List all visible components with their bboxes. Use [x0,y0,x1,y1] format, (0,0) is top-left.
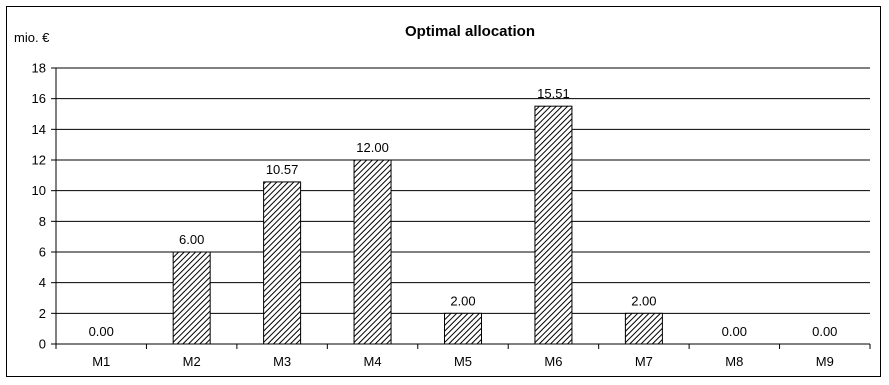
data-label-m3: 10.57 [266,162,299,177]
bar-m2 [172,251,211,345]
y-tick-label: 12 [32,153,46,168]
x-tick-label-m5: M5 [454,354,472,369]
data-label-m9: 0.00 [812,324,837,339]
x-tick-label-m3: M3 [273,354,291,369]
bar-m3 [263,181,302,345]
bar-m4 [353,159,392,345]
x-tick-label-m8: M8 [725,354,743,369]
x-tick-label-m4: M4 [364,354,382,369]
y-axis-unit-label: mio. € [14,30,50,45]
data-label-m5: 2.00 [450,293,475,308]
y-tick-label: 8 [39,214,46,229]
y-tick-label: 14 [32,122,46,137]
data-label-m1: 0.00 [89,324,114,339]
data-label-m7: 2.00 [631,293,656,308]
x-tick-label-m1: M1 [92,354,110,369]
data-label-m4: 12.00 [356,140,389,155]
bar-m5 [444,312,482,345]
x-tick-label-m6: M6 [544,354,562,369]
x-tick-label-m2: M2 [183,354,201,369]
data-label-m2: 6.00 [179,232,204,247]
bar-m6 [534,105,573,345]
data-label-m8: 0.00 [722,324,747,339]
y-tick-label: 16 [32,91,46,106]
y-tick-label: 0 [39,337,46,352]
y-tick-label: 18 [32,61,46,76]
y-tick-label: 4 [39,275,46,290]
x-tick-label-m7: M7 [635,354,653,369]
data-label-m6: 15.51 [537,86,570,101]
y-tick-label: 6 [39,245,46,260]
chart-title: Optimal allocation [405,23,535,40]
y-tick-label: 10 [32,183,46,198]
x-tick-label-m9: M9 [816,354,834,369]
bar-m7 [624,312,663,345]
y-tick-label: 2 [39,306,46,321]
